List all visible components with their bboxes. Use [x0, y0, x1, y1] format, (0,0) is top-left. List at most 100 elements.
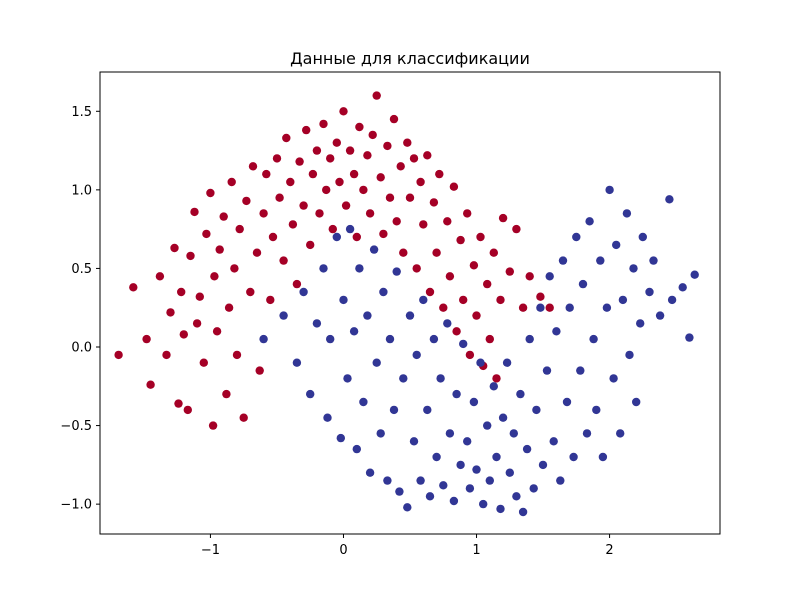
data-point — [146, 380, 155, 389]
data-point — [483, 279, 492, 289]
x-tick-label: 0 — [339, 543, 347, 558]
data-point — [170, 243, 179, 253]
y-tick-label: 0.5 — [71, 262, 92, 277]
data-point — [395, 487, 404, 496]
y-tick-label: −1.0 — [60, 498, 92, 513]
data-point — [272, 154, 282, 163]
data-point — [326, 154, 335, 163]
data-point — [485, 476, 494, 485]
data-point — [445, 429, 455, 438]
plot-area — [100, 72, 720, 534]
data-point — [465, 484, 475, 493]
data-point — [582, 429, 592, 438]
data-point — [352, 232, 361, 242]
data-point — [319, 264, 328, 273]
data-point — [341, 201, 351, 210]
data-point — [416, 177, 425, 187]
data-point — [472, 465, 481, 474]
data-point — [618, 295, 628, 305]
data-point — [396, 162, 405, 171]
data-point — [489, 248, 498, 257]
data-point — [498, 213, 508, 223]
data-point — [326, 334, 335, 344]
data-point — [516, 389, 525, 399]
data-point — [322, 185, 331, 195]
data-point — [423, 151, 432, 160]
data-point — [645, 287, 654, 297]
data-point — [449, 496, 459, 506]
data-point — [279, 311, 288, 320]
data-point — [352, 444, 361, 454]
data-point — [279, 256, 288, 265]
data-point — [383, 476, 392, 485]
data-point — [465, 350, 475, 360]
data-point — [235, 224, 244, 234]
data-point — [525, 334, 534, 344]
data-point — [419, 295, 428, 305]
data-point — [585, 217, 594, 226]
data-point — [389, 405, 399, 415]
data-point — [436, 374, 445, 383]
data-point — [525, 272, 534, 281]
data-point — [227, 177, 236, 187]
data-point — [456, 235, 465, 245]
data-point — [372, 91, 381, 100]
data-point — [632, 397, 641, 407]
data-point — [379, 229, 388, 239]
y-axis: −1.0 −0.5 0.0 0.5 1.0 1.5 — [60, 105, 100, 513]
data-point — [452, 327, 461, 336]
data-point — [496, 295, 505, 305]
data-point — [368, 130, 377, 140]
data-point — [219, 212, 228, 221]
data-point — [202, 229, 211, 239]
data-point — [190, 207, 199, 217]
data-point — [665, 195, 674, 204]
data-point — [246, 287, 255, 297]
data-point — [242, 196, 251, 206]
data-point — [195, 292, 204, 301]
data-point — [332, 138, 341, 147]
data-point — [655, 311, 665, 320]
data-point — [215, 245, 224, 254]
data-point — [456, 460, 465, 470]
data-point — [529, 484, 538, 493]
data-points — [114, 91, 699, 517]
data-point — [443, 217, 452, 226]
data-point — [545, 303, 554, 312]
data-point — [392, 267, 401, 276]
data-point — [222, 389, 231, 399]
data-point — [345, 224, 355, 234]
data-point — [232, 350, 242, 360]
data-point — [445, 272, 455, 281]
data-point — [259, 209, 268, 218]
data-point — [538, 460, 548, 470]
data-point — [306, 240, 315, 250]
data-point — [502, 358, 512, 367]
data-point — [266, 295, 275, 305]
data-point — [536, 292, 545, 301]
data-point — [423, 405, 432, 415]
data-point — [565, 303, 574, 312]
data-point — [224, 303, 234, 312]
data-point — [262, 169, 271, 179]
data-point — [155, 272, 165, 281]
data-point — [549, 437, 558, 446]
data-point — [212, 327, 222, 336]
data-point — [349, 327, 359, 336]
data-point — [492, 374, 501, 383]
data-point — [439, 481, 448, 490]
data-point — [292, 358, 302, 367]
data-point — [335, 177, 344, 187]
data-point — [345, 146, 355, 155]
data-point — [667, 295, 677, 305]
data-point — [492, 452, 501, 462]
data-point — [459, 339, 468, 349]
data-point — [359, 397, 368, 407]
data-point — [239, 413, 248, 422]
data-point — [166, 308, 175, 317]
data-point — [419, 220, 428, 229]
data-point — [315, 209, 324, 218]
data-point — [312, 146, 322, 155]
data-point — [383, 141, 392, 151]
